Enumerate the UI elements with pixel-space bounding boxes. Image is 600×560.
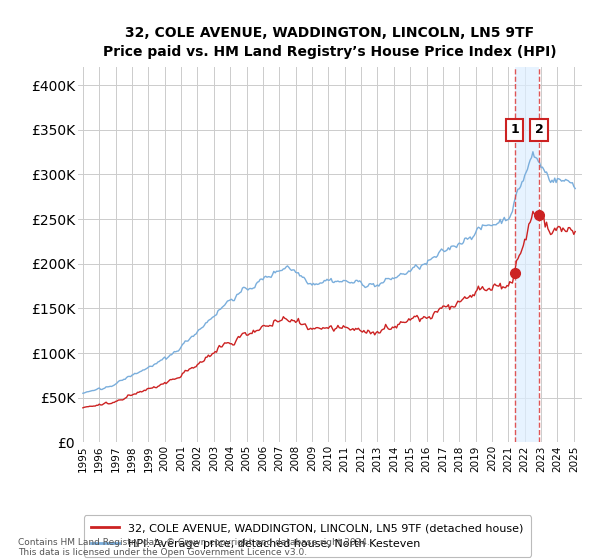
Title: 32, COLE AVENUE, WADDINGTON, LINCOLN, LN5 9TF
Price paid vs. HM Land Registry’s : 32, COLE AVENUE, WADDINGTON, LINCOLN, LN…	[103, 26, 557, 59]
Text: 2: 2	[535, 123, 544, 136]
Legend: 32, COLE AVENUE, WADDINGTON, LINCOLN, LN5 9TF (detached house), HPI: Average pri: 32, COLE AVENUE, WADDINGTON, LINCOLN, LN…	[83, 516, 531, 557]
Bar	[515, 67, 539, 442]
Text: Contains HM Land Registry data © Crown copyright and database right 2024.
This d: Contains HM Land Registry data © Crown c…	[18, 538, 370, 557]
Text: 1: 1	[510, 123, 519, 136]
